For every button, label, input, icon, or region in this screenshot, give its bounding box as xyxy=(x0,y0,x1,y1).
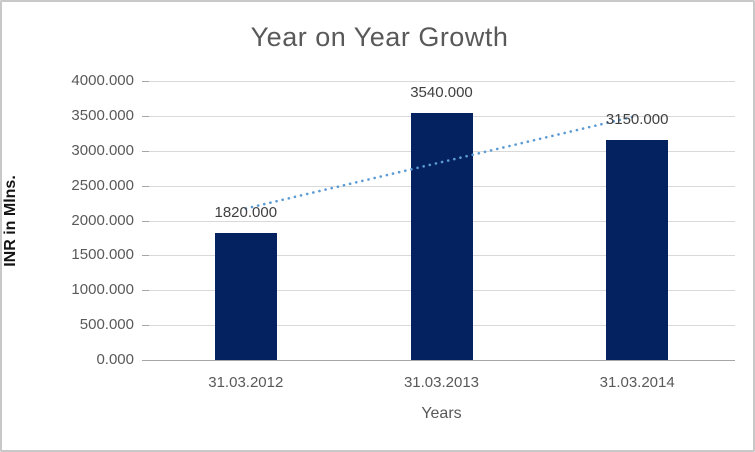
y-axis-tick xyxy=(142,360,149,361)
y-axis-tick xyxy=(142,151,149,152)
y-tick-label: 3000.000 xyxy=(71,142,134,159)
y-axis-tick xyxy=(142,221,149,222)
gridline xyxy=(148,81,735,82)
y-tick-label: 500.000 xyxy=(79,316,134,333)
y-axis-title: INR in Mlns. xyxy=(2,175,19,267)
data-label: 1820.000 xyxy=(214,204,278,222)
x-tick-label: 31.03.2012 xyxy=(208,374,284,391)
x-tick-label: 31.03.2014 xyxy=(599,374,675,391)
y-tick-label: 1500.000 xyxy=(71,246,134,263)
bar-31.03.2013[interactable] xyxy=(410,113,473,360)
y-tick-label: 2500.000 xyxy=(71,177,134,194)
chart-title: Year on Year Growth xyxy=(250,22,509,52)
y-axis-tick xyxy=(142,186,149,187)
bar-31.03.2014[interactable] xyxy=(606,140,669,360)
data-label: 3540.000 xyxy=(410,84,473,102)
y-axis-tick xyxy=(142,81,149,82)
x-axis-title: Years xyxy=(421,405,462,422)
y-axis-tick xyxy=(142,116,149,117)
y-axis-tick xyxy=(142,290,149,291)
x-axis-line xyxy=(148,360,735,361)
y-axis-tick xyxy=(142,325,149,326)
y-tick-label: 3500.000 xyxy=(71,107,134,124)
bar-31.03.2012[interactable] xyxy=(214,233,277,360)
y-tick-label: 4000.000 xyxy=(71,72,134,89)
data-label: 3150.000 xyxy=(605,111,669,129)
y-tick-label: 1000.000 xyxy=(71,281,134,298)
y-tick-label: 2000.000 xyxy=(71,212,134,229)
y-axis-tick xyxy=(142,255,149,256)
y-tick-label: 0.000 xyxy=(96,351,134,368)
x-tick-label: 31.03.2013 xyxy=(403,374,480,391)
